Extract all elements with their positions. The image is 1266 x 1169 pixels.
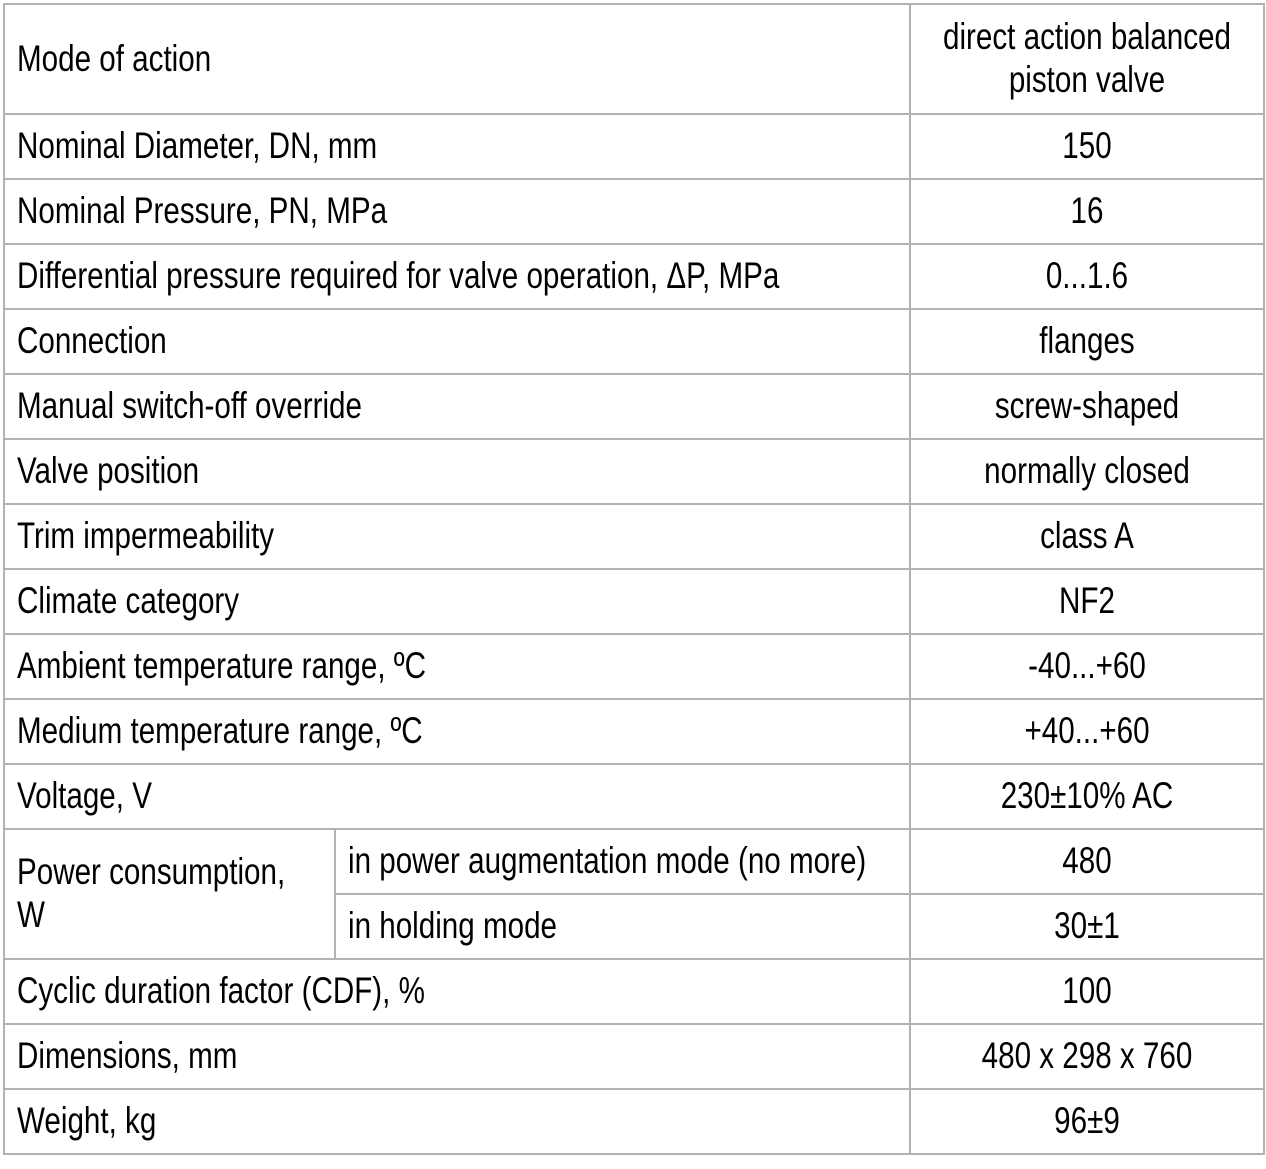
spec-value: 30±1 [909,893,1265,960]
spec-value-text: NF2 [1059,580,1115,622]
table-row: Trim impermeability class A [3,503,1265,570]
spec-label-text: Medium temperature range, ºC [17,710,423,752]
spec-sublabel: in holding mode [334,893,911,960]
spec-label: Voltage, V [3,763,911,830]
spec-value: 16 [909,178,1265,245]
table-row-power-holding: in holding mode 30±1 [4,893,1265,960]
spec-label: Nominal Diameter, DN, mm [3,113,911,180]
table-row: Climate category NF2 [3,568,1265,635]
spec-label: Medium temperature range, ºC [3,698,911,765]
spec-label: Connection [3,308,911,375]
spec-label: Ambient temperature range, ºC [3,633,911,700]
table-row: Valve position normally closed [3,438,1265,505]
spec-value: 100 [909,958,1265,1025]
spec-label: Climate category [3,568,911,635]
spec-value: direct action balanced piston valve [909,3,1265,115]
table-row: Differential pressure required for valve… [3,243,1265,310]
spec-label-text: Connection [17,320,167,362]
table-row: Connection flanges [3,308,1265,375]
spec-value: 230±10% AC [909,763,1265,830]
spec-label-text: Valve position [17,450,200,492]
spec-label-text: Differential pressure required for valve… [17,255,780,297]
spec-value-text: screw-shaped [994,385,1180,427]
spec-label-text: Nominal Pressure, PN, MPa [17,190,388,232]
spec-value-text: -40...+60 [1028,645,1146,687]
spec-value-text: 480 x 298 x 760 [981,1035,1193,1077]
table-row-power-augmentation: Power consumption, W in power augmentati… [3,828,1265,960]
spec-value: 0...1.6 [909,243,1265,310]
spec-label-text: Ambient temperature range, ºC [17,645,426,687]
spec-label: Mode of action [3,3,911,115]
spec-label-text: Weight, kg [17,1100,157,1142]
table-row: Weight, kg 96±9 [3,1088,1265,1155]
spec-label-text: Voltage, V [17,775,152,817]
spec-value-text: direct action balanced piston valve [943,16,1231,100]
spec-value-text: normally closed [984,450,1190,492]
spec-value-text: 150 [1062,125,1112,167]
table-row: Mode of action direct action balanced pi… [3,3,1265,115]
spec-value-text: class A [1040,515,1134,557]
spec-label: Trim impermeability [3,503,911,570]
spec-label-text: Manual switch-off override [17,385,362,427]
spec-value: 150 [909,113,1265,180]
spec-value: -40...+60 [909,633,1265,700]
spec-label: Differential pressure required for valve… [3,243,911,310]
spec-label: Manual switch-off override [3,373,911,440]
spec-value-text: 96±9 [1054,1100,1120,1142]
spec-group-label-text: Power consumption, W [17,851,286,935]
spec-label: Weight, kg [3,1088,911,1155]
spec-sublabel-text: in holding mode [348,905,557,947]
table-row: Cyclic duration factor (CDF), % 100 [3,958,1265,1025]
spec-value: flanges [909,308,1265,375]
spec-label-text: Nominal Diameter, DN, mm [17,125,378,167]
spec-value: 480 x 298 x 760 [909,1023,1265,1090]
spec-value: screw-shaped [909,373,1265,440]
table-row: Manual switch-off override screw-shaped [3,373,1265,440]
spec-label: Dimensions, mm [3,1023,911,1090]
table-row: Nominal Pressure, PN, MPa 16 [3,178,1265,245]
spec-value: 480 [909,828,1265,895]
spec-value-text: 30±1 [1054,905,1120,947]
spec-value-text: 230±10% AC [1000,775,1174,817]
spec-group-label: Power consumption, W [3,828,336,960]
spec-label-text: Mode of action [17,37,212,79]
spec-label: Nominal Pressure, PN, MPa [3,178,911,245]
spec-sublabel-text: in power augmentation mode (no more) [348,840,867,882]
spec-value: +40...+60 [909,698,1265,765]
spec-value-text: 0...1.6 [1045,255,1129,297]
spec-label-text: Climate category [17,580,240,622]
spec-value: class A [909,503,1265,570]
spec-label: Cyclic duration factor (CDF), % [3,958,911,1025]
spec-value-text: 16 [1070,190,1104,232]
spec-value: 96±9 [909,1088,1265,1155]
spec-label-text: Cyclic duration factor (CDF), % [17,970,425,1012]
spec-label: Valve position [3,438,911,505]
spec-label-text: Trim impermeability [17,515,275,557]
spec-value-text: 100 [1062,970,1112,1012]
table-row: Dimensions, mm 480 x 298 x 760 [3,1023,1265,1090]
table-row: Nominal Diameter, DN, mm 150 [3,113,1265,180]
spec-value: normally closed [909,438,1265,505]
specifications-table: Mode of action direct action balanced pi… [3,3,1265,1155]
spec-sublabel: in power augmentation mode (no more) [334,828,911,895]
table-row: Voltage, V 230±10% AC [3,763,1265,830]
spec-label-text: Dimensions, mm [17,1035,238,1077]
table-row: Medium temperature range, ºC +40...+60 [3,698,1265,765]
spec-value-text: +40...+60 [1024,710,1150,752]
table-row: Ambient temperature range, ºC -40...+60 [3,633,1265,700]
spec-value-text: flanges [1039,320,1135,362]
spec-value: NF2 [909,568,1265,635]
spec-value-text: 480 [1062,840,1112,882]
